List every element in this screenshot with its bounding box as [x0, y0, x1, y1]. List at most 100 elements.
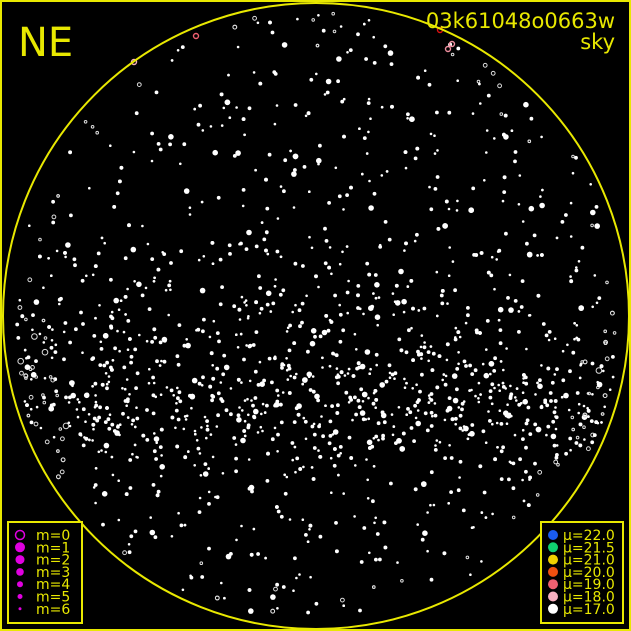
- star: [375, 532, 380, 536]
- star: [522, 377, 525, 380]
- star: [560, 220, 565, 224]
- star: [499, 360, 503, 363]
- star: [163, 338, 167, 343]
- star: [43, 376, 47, 380]
- star: [64, 255, 67, 259]
- star: [429, 132, 433, 136]
- star: [420, 372, 424, 377]
- star: [191, 377, 198, 384]
- star: [453, 288, 457, 293]
- star: [129, 354, 134, 359]
- star: [552, 410, 557, 415]
- star: [209, 351, 214, 356]
- star: [525, 347, 528, 351]
- star: [228, 116, 232, 119]
- star: [415, 383, 418, 387]
- star: [199, 474, 203, 477]
- star: [310, 328, 317, 334]
- star: [318, 334, 323, 339]
- star: [413, 403, 417, 408]
- star: [457, 351, 460, 354]
- star: [308, 235, 311, 239]
- star: [592, 433, 597, 437]
- star: [276, 432, 280, 437]
- star: [210, 241, 215, 245]
- star: [589, 183, 592, 186]
- star: [340, 99, 345, 104]
- star: [593, 274, 597, 277]
- star: [437, 354, 442, 358]
- star: [372, 35, 376, 39]
- star: [402, 310, 406, 314]
- star: [105, 386, 109, 391]
- star: [281, 391, 285, 394]
- star: [283, 473, 287, 477]
- star: [211, 364, 214, 367]
- star: [502, 368, 505, 372]
- star: [68, 340, 72, 345]
- star: [68, 424, 72, 428]
- star: [399, 446, 406, 452]
- star: [338, 262, 342, 266]
- star: [560, 395, 564, 399]
- star: [495, 421, 499, 425]
- star: [444, 45, 452, 53]
- star: [247, 315, 250, 318]
- star: [485, 151, 488, 154]
- star: [594, 223, 600, 229]
- star: [611, 375, 615, 379]
- star: [333, 353, 336, 356]
- star: [575, 266, 578, 269]
- star: [83, 120, 88, 124]
- star: [179, 162, 182, 166]
- star: [114, 298, 118, 301]
- star: [458, 426, 463, 431]
- star: [477, 397, 480, 400]
- star: [458, 413, 463, 418]
- star: [603, 341, 608, 346]
- star: [53, 377, 58, 382]
- star: [67, 401, 71, 404]
- star: [336, 373, 340, 377]
- star: [564, 451, 568, 456]
- star: [409, 426, 414, 430]
- star: [398, 268, 404, 275]
- star: [202, 471, 209, 477]
- star: [123, 387, 127, 391]
- star: [146, 242, 150, 246]
- star: [440, 301, 445, 306]
- star: [486, 270, 491, 275]
- star: [263, 411, 267, 414]
- star: [220, 399, 225, 403]
- star: [28, 394, 34, 400]
- star: [25, 356, 28, 360]
- star: [345, 245, 349, 248]
- star: [368, 205, 374, 211]
- star: [339, 25, 343, 28]
- star: [224, 408, 229, 413]
- star: [513, 433, 517, 437]
- star: [455, 367, 460, 371]
- star: [91, 385, 94, 388]
- star: [504, 387, 508, 390]
- star: [526, 251, 533, 258]
- star: [317, 285, 320, 289]
- star: [482, 62, 488, 68]
- star: [316, 157, 322, 164]
- star: [296, 17, 299, 21]
- star: [327, 265, 331, 270]
- star: [41, 348, 49, 356]
- star: [75, 408, 79, 411]
- star: [79, 434, 83, 437]
- star: [246, 397, 249, 401]
- star: [305, 294, 308, 298]
- star: [509, 384, 512, 388]
- star: [460, 407, 464, 412]
- star: [118, 179, 122, 184]
- star: [17, 357, 25, 365]
- star: [449, 490, 453, 494]
- star: [358, 127, 361, 130]
- star: [153, 436, 160, 442]
- magnitude-legend-label: m=4: [36, 577, 70, 593]
- star: [232, 436, 237, 440]
